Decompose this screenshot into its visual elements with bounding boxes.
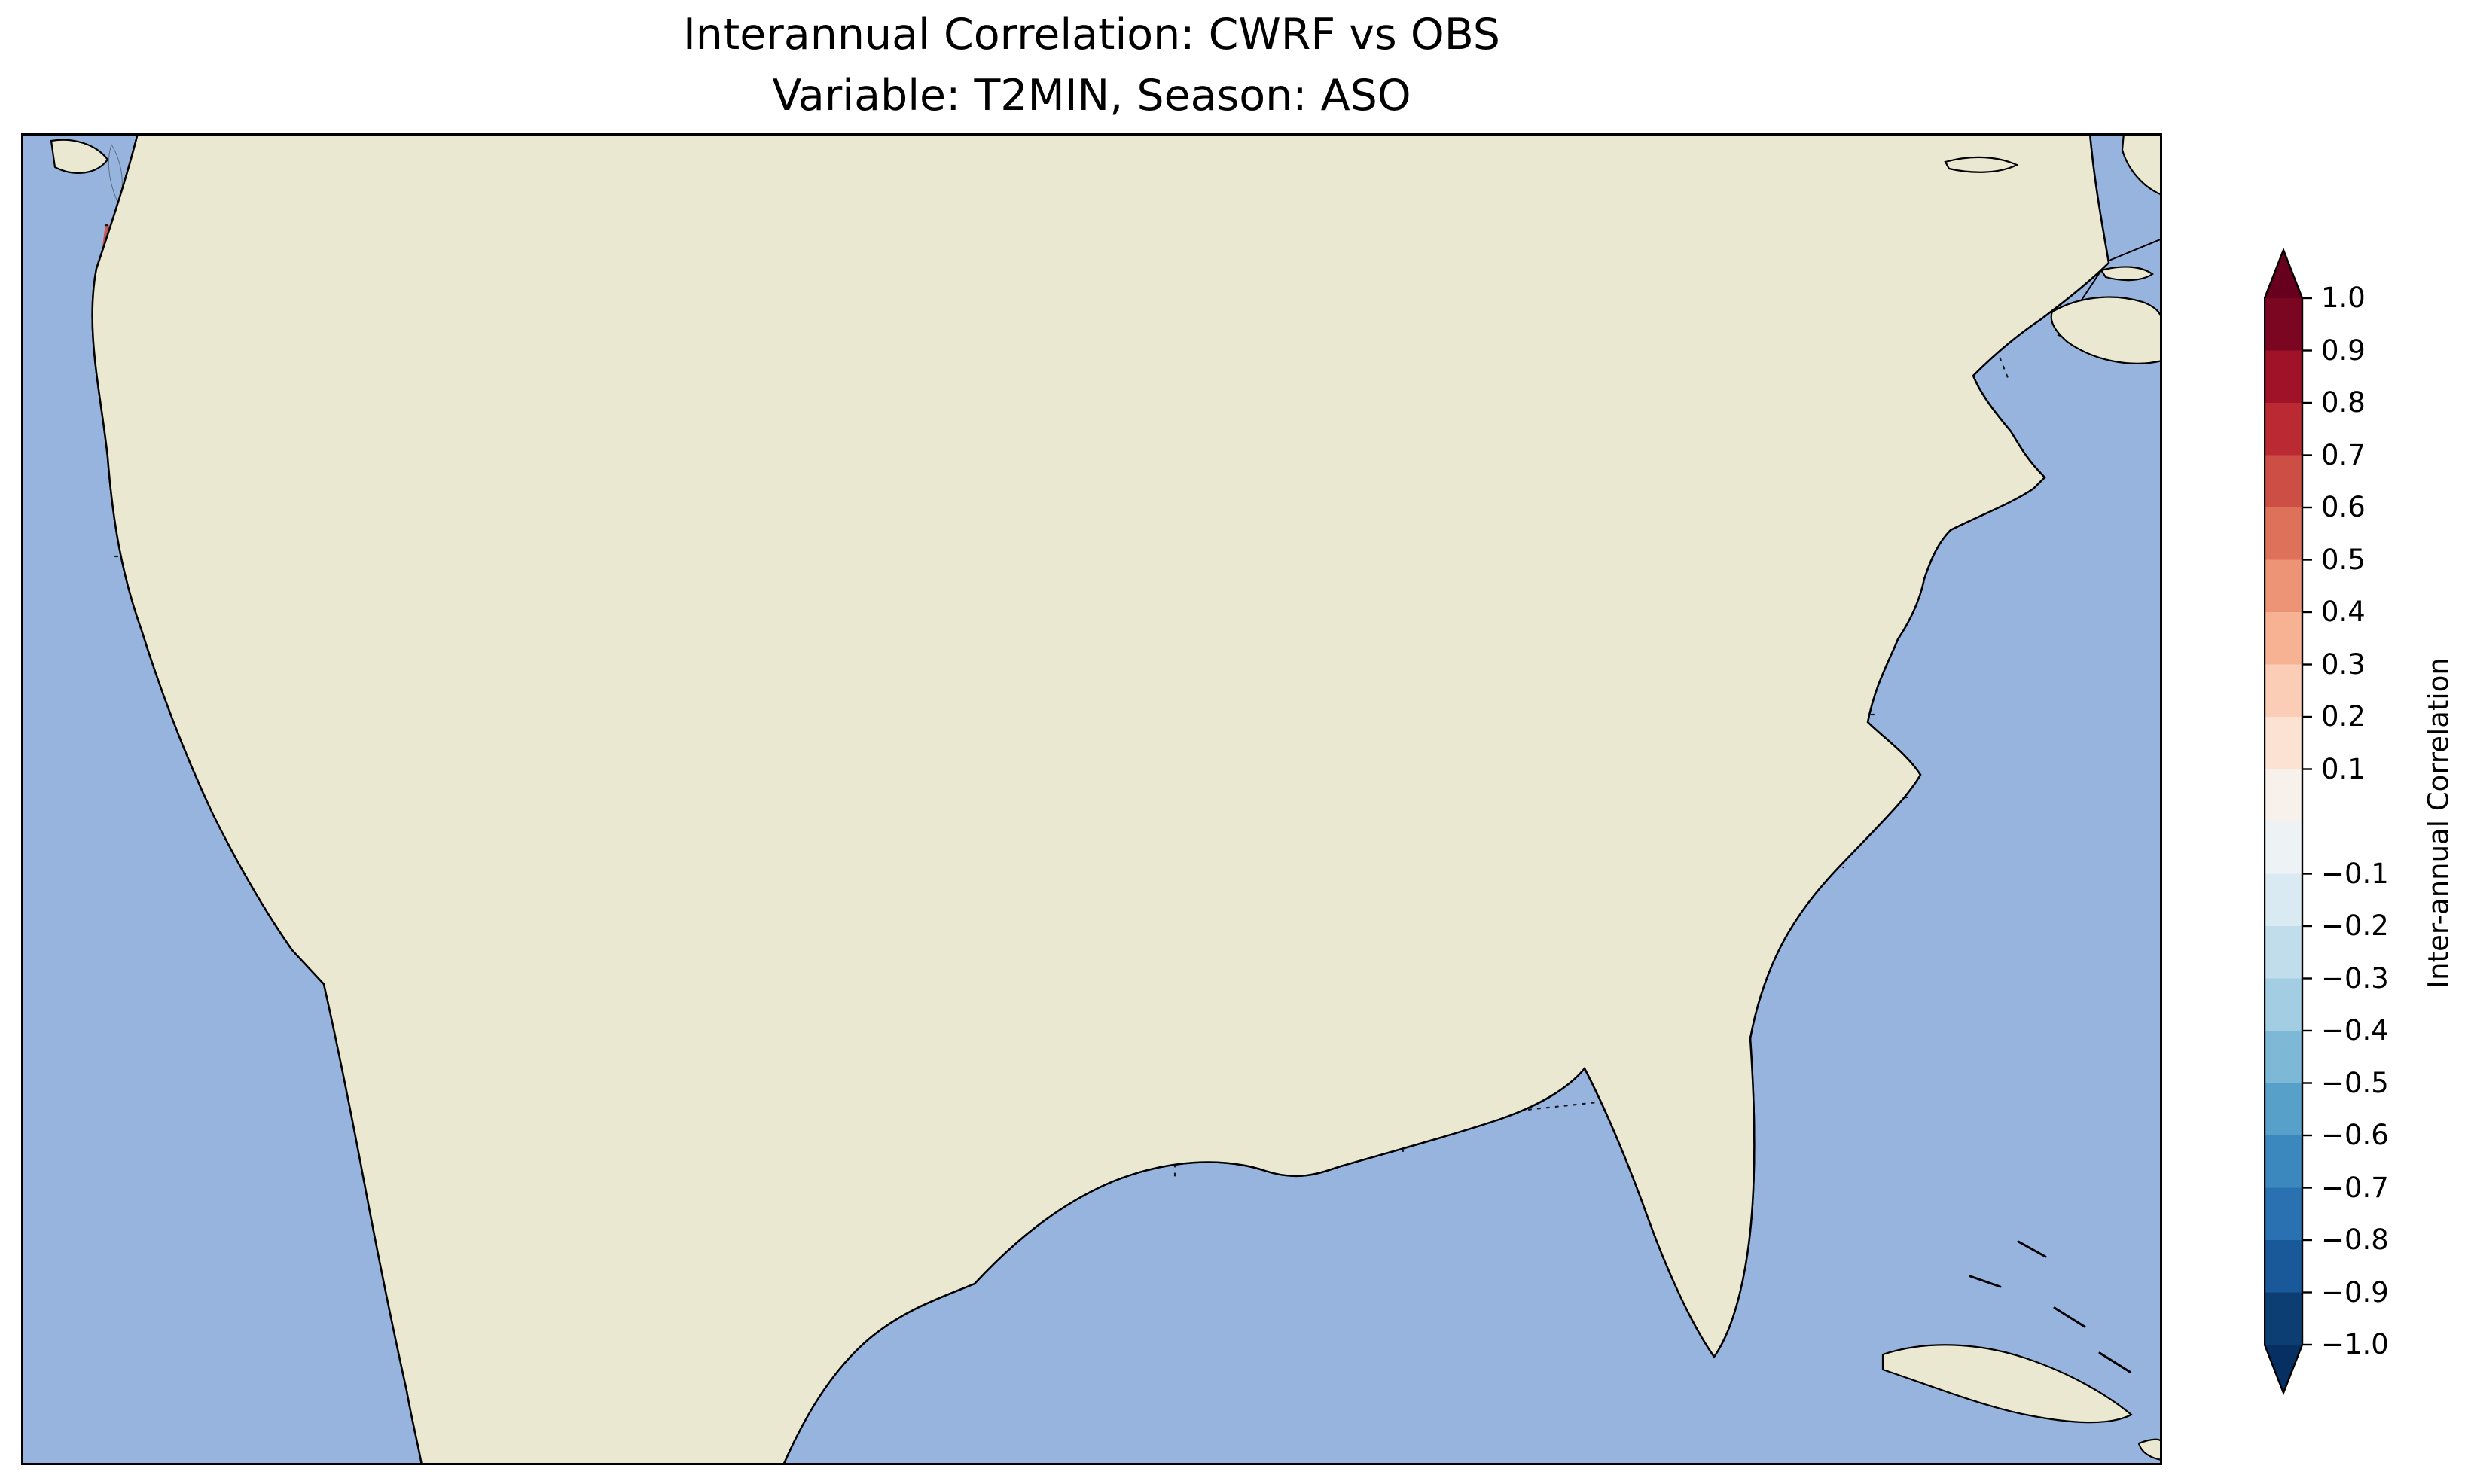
colorbar-tick-label: −0.9 (2321, 1275, 2389, 1309)
colorbar-tick-label: −0.3 (2321, 961, 2389, 995)
vancouver-island (50, 139, 109, 174)
colorbar-tick-label: 0.7 (2321, 438, 2366, 471)
colorbar-tick-label: 0.9 (2321, 334, 2366, 367)
colorbar-tick-label: −0.4 (2321, 1014, 2389, 1047)
colorbar-tick-label: 0.5 (2321, 543, 2366, 576)
colorbar-tick-label: −0.7 (2321, 1171, 2389, 1204)
cuba (1881, 1344, 2133, 1424)
colorbar-axis-label: Inter-annual Correlation (2422, 657, 2455, 989)
colorbar-tick-label: −0.2 (2321, 910, 2389, 942)
bahamas (1969, 1240, 2131, 1373)
axes-frame (21, 133, 2162, 1465)
colorbar-tick-label: 0.6 (2321, 491, 2366, 523)
colorbar-svg (2264, 248, 2312, 1396)
colorbar-tick-label: −1.0 (2321, 1328, 2389, 1361)
nova-scotia (2050, 296, 2162, 364)
colorbar-tick-label: 0.8 (2321, 386, 2366, 419)
colorbar-tick-label: −0.6 (2321, 1119, 2389, 1151)
plot-title: Interannual Correlation: CWRF vs OBS Var… (21, 5, 2162, 126)
map-axes (21, 133, 2162, 1465)
colorbar-tick-label: 0.4 (2321, 596, 2366, 628)
islands (50, 133, 2162, 1461)
us-correlation-map (21, 133, 2162, 1465)
colorbar-tick-label: 0.2 (2321, 700, 2366, 733)
colorbar-tick-label: −0.8 (2321, 1223, 2389, 1256)
plot-title-line1: Interannual Correlation: CWRF vs OBS (683, 10, 1500, 59)
hispaniola (2137, 1438, 2162, 1461)
anticosti-island (1944, 156, 2019, 173)
colorbar-tick-label: 0.3 (2321, 648, 2366, 681)
prince-edward-island (2100, 266, 2154, 282)
colorbar-tick-label: 0.1 (2321, 752, 2366, 785)
plot-title-line2: Variable: T2MIN, Season: ASO (772, 70, 1411, 120)
colorbar-tick-label: 1.0 (2321, 282, 2366, 314)
colorbar-tick-label: −0.5 (2321, 1066, 2389, 1099)
colorbar-tick-label: −0.1 (2321, 857, 2389, 890)
